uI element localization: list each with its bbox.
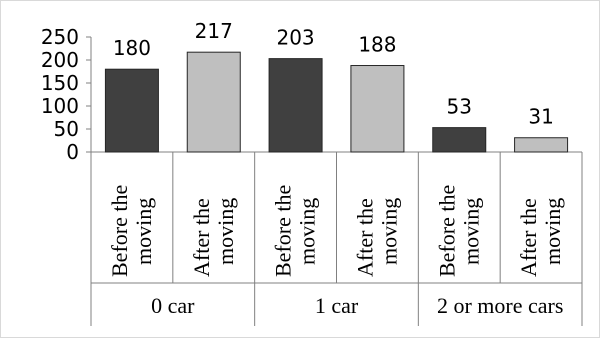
category-label-line2: moving — [295, 198, 320, 265]
bar — [186, 51, 241, 153]
data-label: 180 — [113, 36, 151, 60]
category-label-line1: Before the — [271, 185, 296, 277]
category-label-line2: moving — [213, 198, 238, 265]
data-label: 188 — [358, 33, 396, 57]
bar — [350, 65, 405, 153]
y-tick-label: 50 — [54, 117, 79, 141]
bar — [104, 68, 159, 153]
data-label: 31 — [528, 105, 553, 129]
bar — [432, 127, 487, 153]
data-label: 203 — [276, 26, 314, 50]
category-label-line1: After the — [189, 198, 214, 277]
category-label-line1: Before the — [107, 185, 132, 277]
category-label-line2: moving — [540, 198, 565, 265]
y-tick-label: 0 — [66, 140, 79, 164]
data-label: 217 — [195, 19, 233, 43]
data-label: 53 — [447, 95, 472, 119]
group-label: 0 car — [151, 293, 195, 318]
category-label-line2: moving — [458, 198, 483, 265]
group-label: 2 or more cars — [437, 293, 563, 318]
group-label: 1 car — [315, 293, 359, 318]
bar — [268, 58, 323, 153]
y-tick-label: 150 — [41, 71, 79, 95]
category-label-line1: After the — [352, 198, 377, 277]
category-label-line1: After the — [516, 198, 541, 277]
category-label-line2: moving — [376, 198, 401, 265]
bar — [514, 137, 569, 153]
category-label-line1: Before the — [434, 185, 459, 277]
y-tick-label: 200 — [41, 48, 79, 72]
category-label-line2: moving — [131, 198, 156, 265]
y-tick-label: 250 — [41, 25, 79, 49]
y-tick-label: 100 — [41, 94, 79, 118]
